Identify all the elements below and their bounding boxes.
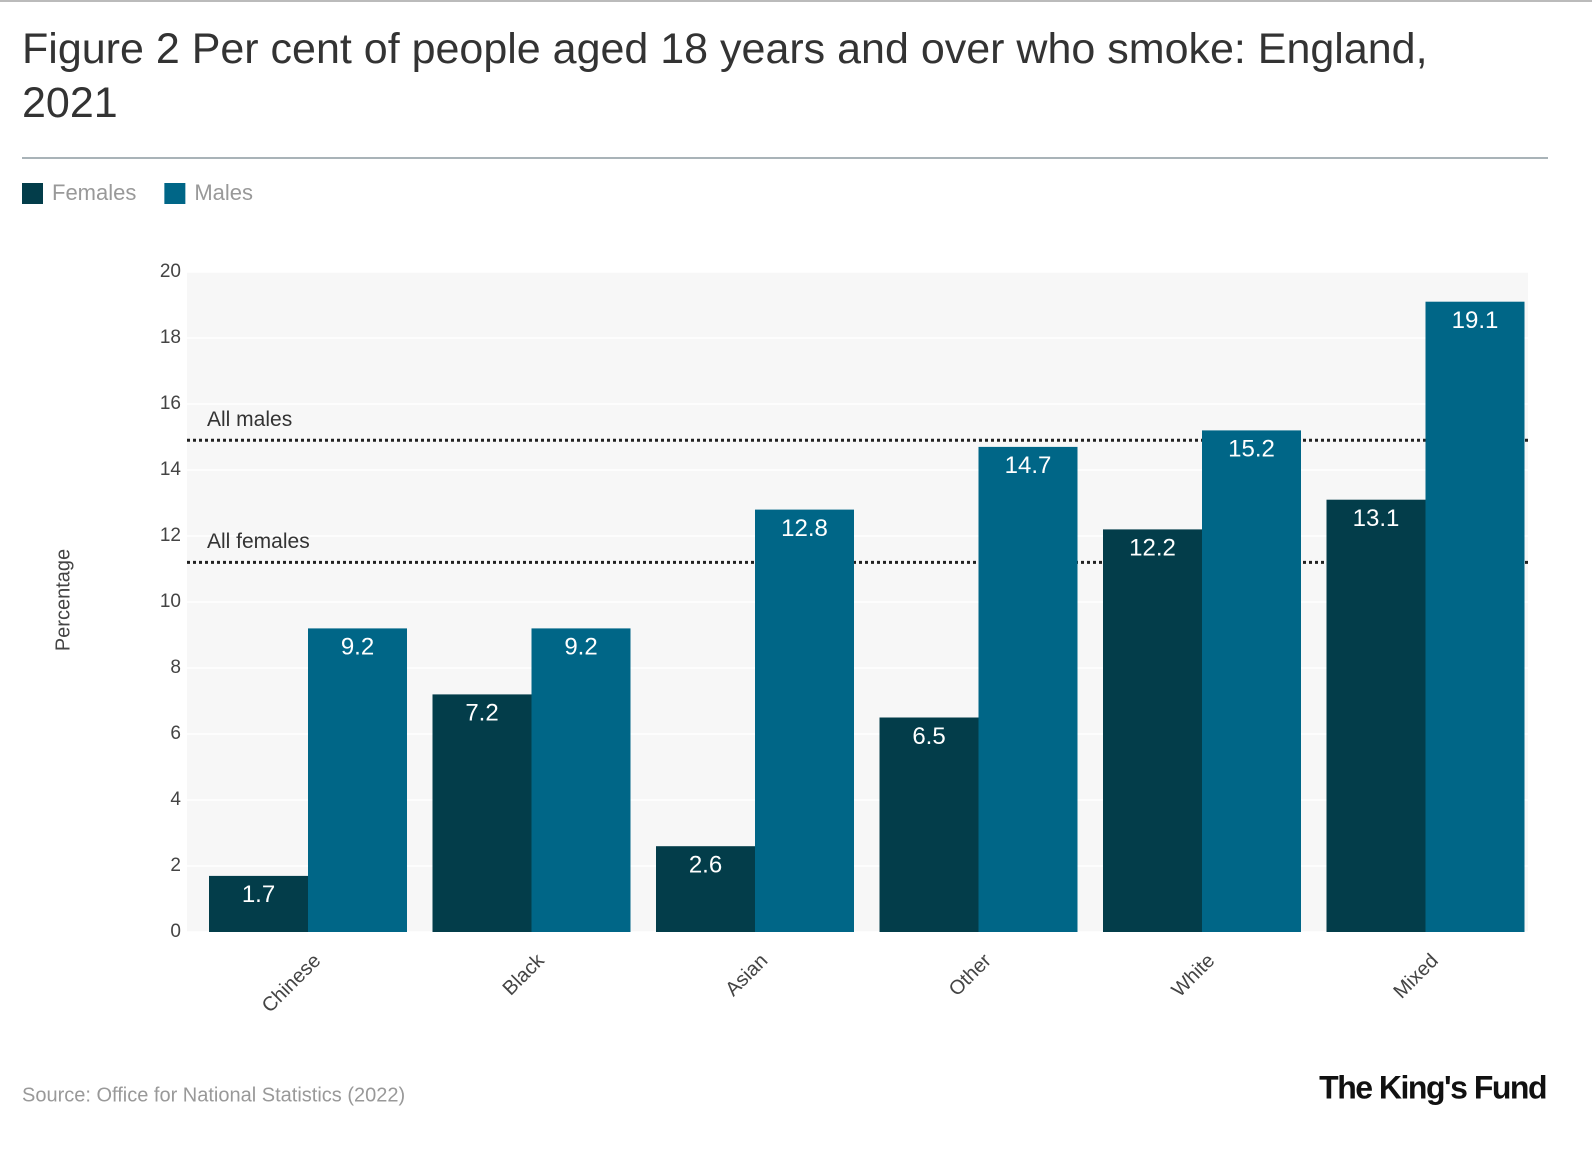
y-tick-label: 20	[160, 261, 181, 282]
bar	[531, 628, 631, 932]
bar	[1103, 529, 1202, 932]
x-tick-label: Other	[945, 949, 996, 1000]
y-tick-label: 18	[160, 327, 181, 348]
chart-title: Figure 2 Per cent of people aged 18 year…	[22, 25, 1428, 127]
logo: The King's Fund	[1319, 1069, 1546, 1105]
y-tick-label: 2	[170, 855, 181, 876]
reference-label: All males	[207, 408, 292, 431]
y-axis-label: Percentage	[52, 549, 74, 651]
y-tick-label: 10	[160, 591, 181, 612]
value-label: 9.2	[564, 634, 597, 661]
bar	[308, 628, 407, 932]
y-tick-label: 6	[170, 723, 181, 744]
bar	[656, 846, 755, 932]
y-tick-label: 4	[170, 789, 181, 810]
x-tick-label: Mixed	[1389, 950, 1442, 1003]
value-label: 14.7	[1005, 452, 1052, 479]
value-label: 15.2	[1228, 436, 1275, 463]
bar	[978, 446, 1078, 932]
value-label: 19.1	[1452, 307, 1499, 334]
reference-label: All females	[207, 530, 310, 553]
legend-swatch	[164, 183, 186, 204]
y-tick-label: 8	[170, 657, 181, 678]
value-label: 6.5	[912, 723, 945, 750]
bar	[432, 694, 532, 932]
bar	[879, 717, 979, 932]
value-label: 1.7	[242, 881, 275, 908]
source: Source: Office for National Statistics (…	[22, 1084, 405, 1106]
value-label: 2.6	[689, 852, 722, 879]
x-tick-label: Chinese	[258, 950, 325, 1017]
bar	[1326, 499, 1426, 932]
value-label: 7.2	[465, 700, 498, 727]
value-label: 12.2	[1129, 535, 1176, 562]
y-tick-label: 0	[170, 921, 181, 942]
y-tick-label: 14	[160, 459, 182, 480]
bar	[755, 509, 854, 932]
y-tick-label: 12	[160, 525, 181, 546]
x-tick-label: White	[1168, 950, 1220, 1002]
value-label: 13.1	[1353, 505, 1400, 532]
bar	[1202, 430, 1301, 932]
legend-swatch	[22, 183, 43, 204]
x-tick-label: Asian	[721, 950, 772, 1001]
value-label: 9.2	[341, 634, 374, 661]
legend-label: Females	[52, 180, 136, 205]
bar	[1425, 301, 1525, 932]
x-tick-label: Black	[499, 949, 550, 1000]
legend-label: Males	[194, 180, 253, 205]
value-label: 12.8	[781, 515, 828, 542]
y-tick-label: 16	[160, 393, 181, 414]
bar	[209, 875, 308, 932]
